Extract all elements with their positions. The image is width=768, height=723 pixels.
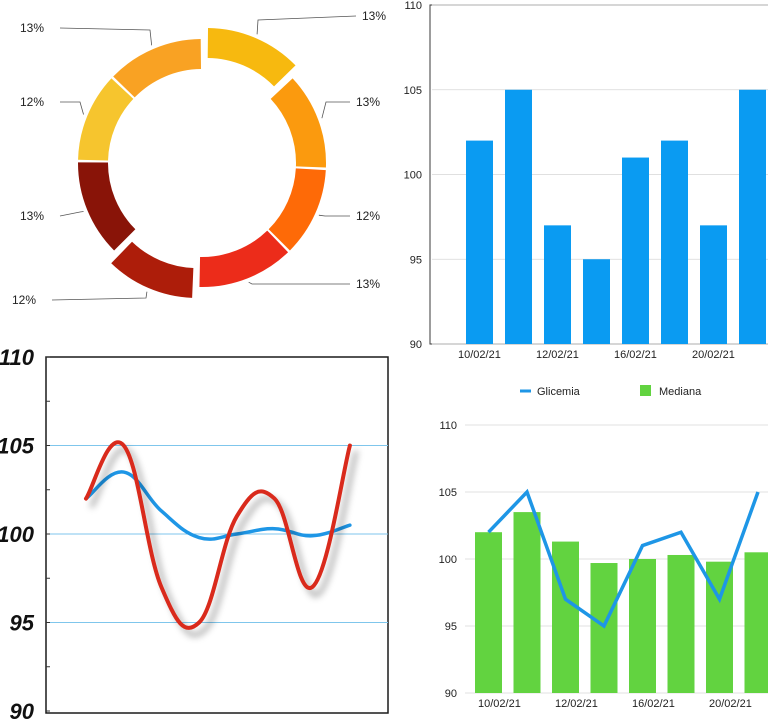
slice-label: 13%: [362, 9, 386, 23]
legend-label-mediana: Mediana: [659, 386, 702, 398]
bar: [552, 541, 579, 693]
slice-label: 13%: [356, 277, 380, 291]
bar: [583, 259, 610, 344]
slice-label: 13%: [20, 209, 44, 223]
leader-line: [248, 281, 350, 285]
y-tick-label: 100: [0, 522, 35, 547]
leader-line: [51, 291, 148, 301]
x-tick-label: 16/02/21: [614, 349, 657, 361]
series-line-glicemia: [487, 488, 760, 629]
leader-line: [321, 101, 350, 119]
y-tick-label: 105: [439, 487, 457, 499]
x-tick-label: 12/02/21: [536, 349, 579, 361]
slice-label: 12%: [356, 209, 380, 223]
y-tick-label: 105: [404, 85, 422, 97]
donut-slice: [199, 230, 289, 287]
x-tick-label: 20/02/21: [692, 349, 735, 361]
y-tick-label: 100: [439, 554, 457, 566]
bar-chart: 110 105 100 95 90 10/02/21 12/02/21 16/02/21 20/…: [404, 0, 768, 361]
line-chart-background: [45, 356, 389, 714]
leader-line: [59, 211, 84, 217]
combo-chart: Glicemia Mediana 110 105 100 95 90 10/02/21 12…: [439, 385, 768, 710]
x-tick-label: 20/02/21: [709, 698, 752, 710]
donut-slice: [207, 27, 296, 87]
donut-slice: [78, 162, 136, 251]
y-tick-label: 100: [404, 170, 422, 182]
y-tick-label: 95: [410, 254, 422, 266]
bar: [622, 157, 649, 344]
y-tick-label: 90: [10, 699, 35, 723]
x-tick-label: 10/02/21: [458, 349, 501, 361]
bar: [667, 554, 695, 693]
y-tick-label: 110: [439, 420, 457, 432]
x-tick-label: 16/02/21: [632, 698, 675, 710]
bar: [744, 552, 768, 693]
bar: [475, 532, 502, 693]
donut-chart: 13% 13% 12% 13% 12% 13% 12% 13%: [12, 9, 386, 307]
donut-slice: [111, 241, 194, 298]
bar: [466, 140, 493, 344]
chart-legend: Glicemia Mediana: [520, 385, 702, 398]
bar: [661, 140, 688, 344]
series-line-blue: [84, 470, 352, 541]
legend-swatch-mediana: [640, 385, 651, 396]
leader-line: [318, 214, 350, 217]
slice-label: 13%: [20, 21, 44, 35]
leader-line: [60, 101, 84, 115]
y-tick-label: 90: [445, 688, 457, 700]
slice-label: 12%: [20, 95, 44, 109]
bar: [739, 89, 766, 344]
legend-label-glicemia: Glicemia: [537, 386, 581, 398]
bar: [513, 512, 541, 693]
bar: [544, 225, 571, 344]
y-tick-label: 95: [10, 611, 35, 636]
line-chart: 110 105 100 95 90: [0, 345, 389, 723]
y-tick-label: 105: [0, 434, 35, 459]
leader-line: [256, 15, 357, 35]
bar: [700, 225, 727, 344]
y-tick-label: 110: [404, 0, 422, 12]
leader-line: [59, 27, 153, 46]
donut-slice: [270, 78, 326, 168]
bar: [505, 89, 532, 344]
donut-slice: [78, 78, 134, 161]
donut-slice: [268, 168, 326, 251]
x-tick-label: 10/02/21: [478, 698, 521, 710]
bar: [629, 559, 656, 693]
y-tick-label: 110: [0, 345, 35, 370]
x-tick-label: 12/02/21: [555, 698, 598, 710]
slice-label: 12%: [12, 293, 36, 307]
series-line-red: [84, 440, 352, 630]
y-tick-label: 95: [445, 621, 457, 633]
slice-label: 13%: [356, 95, 380, 109]
y-tick-label: 90: [410, 339, 422, 351]
donut-slice: [113, 39, 202, 98]
